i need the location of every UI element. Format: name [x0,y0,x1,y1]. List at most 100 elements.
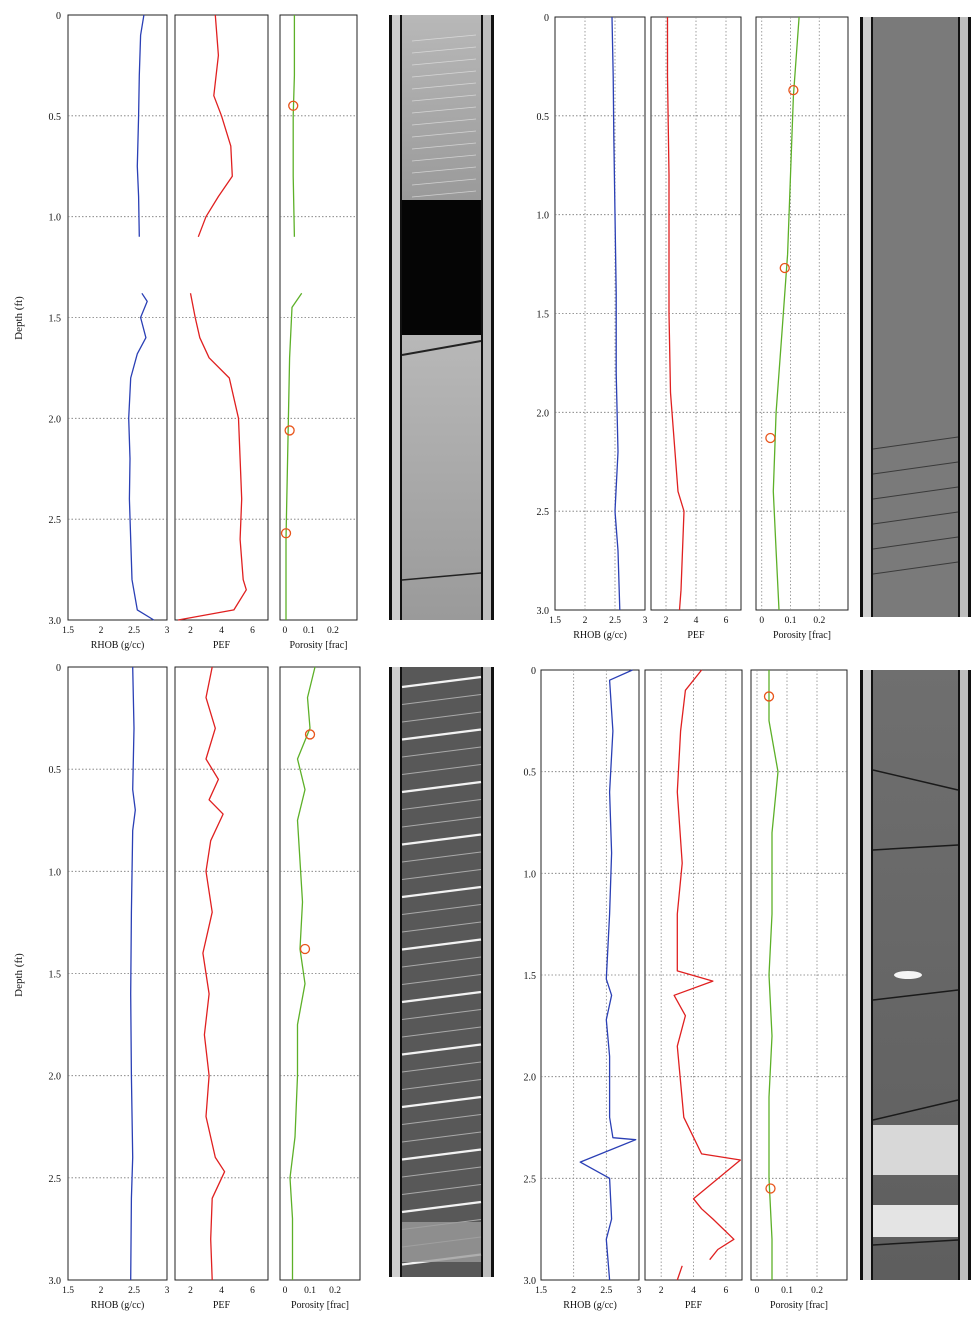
core-lamina [411,166,477,174]
depth-tick-label: 1.0 [537,211,550,222]
core-lamina [401,956,482,968]
depth-tick-label: 1.0 [49,213,62,224]
core-lamina [872,511,959,525]
core-lamina [401,1043,482,1056]
curve-segment [772,16,800,611]
depth-tick-label: 0.5 [524,768,537,779]
x-tick-label: 3 [637,1286,642,1296]
core-lamina [401,780,482,794]
depth-tick-label: 1.0 [49,867,62,878]
x-tick-label: 4 [219,1286,224,1296]
core-ct-image [860,670,971,1280]
core-lamina [401,869,482,880]
curve-segment [197,14,233,238]
core-lamina [411,106,477,114]
sample-marker [765,1183,776,1194]
track-frame [554,16,646,611]
core-ct-image [389,15,494,620]
x-tick-label: 4 [694,616,699,626]
x-tick-label: 0.1 [785,616,797,626]
x-tick-label: 6 [724,616,729,626]
depth-tick-label: 2.0 [524,1073,537,1084]
x-tick-label: 0.2 [329,1286,341,1296]
sample-marker [304,729,316,740]
core-lamina [411,178,477,186]
core-liner-right [960,17,968,617]
core-lamina [401,921,482,933]
core-clast [894,971,922,979]
core-liner-left [392,15,400,620]
track-0: 1.5 2 2.5 3 RHOB (g/cc) [62,14,170,651]
sample-marker [763,691,775,702]
depth-tick-label: 2.0 [49,1072,62,1083]
core-lamina [401,833,482,846]
core-lamina [401,1079,482,1090]
x-tick-label: 6 [250,626,255,636]
track-frame [750,669,848,1281]
core-lamina [411,82,477,90]
track-label: Porosity [frac] [289,640,347,651]
core-lamina [872,461,959,475]
core-gap [402,200,481,335]
core-lamina [401,816,482,828]
core-liner-right [960,670,968,1280]
x-tick-label: 2 [188,1286,193,1296]
core-lamina [401,1095,482,1109]
depth-tick-label: 2.5 [537,507,550,518]
curve-segment [611,16,621,611]
core-lamina [401,1148,482,1161]
track-label: PEF [685,1300,703,1311]
core-lamina [411,190,477,198]
track-label: Porosity [frac] [291,1300,349,1311]
core-lamina [411,46,477,54]
curve-segment [768,670,779,1280]
core-lamina [411,154,477,162]
track-2: 0 0.1 0.2 Porosity [frac] [750,669,848,1311]
core-lamina [401,746,482,758]
core-fracture [872,1239,959,1246]
core-liner-right [483,667,491,1277]
curve-segment [673,669,742,1261]
x-tick-label: 0 [282,626,287,636]
track-0: 1.5 2 2.5 3 RHOB (g/cc) [62,666,170,1311]
curve-segment [130,666,136,1281]
track-1: 2 4 6 PEF [174,14,269,651]
x-tick-label: 6 [723,1286,728,1296]
depth-tick-label: 0 [56,663,61,674]
curve-segment [676,1265,683,1281]
depth-tick-label: 2.5 [49,515,62,526]
curve-segment [177,293,247,621]
core-lamina [401,938,482,951]
core-lamina [401,728,482,741]
track-label: Porosity [frac] [773,630,831,641]
depth-tick-label: 0 [531,666,536,677]
curve-segment [136,14,145,237]
x-tick-label: 2 [664,616,669,626]
x-tick-label: 4 [691,1286,696,1296]
core-fracture [872,769,959,791]
x-tick-label: 6 [250,1286,255,1296]
core-lamina [411,142,477,150]
curve-segment [285,292,303,620]
depth-axis-label: Depth (ft) [13,296,25,340]
track-0: 1.5 2 2.5 3 RHOB (g/cc) [549,16,648,641]
x-tick-label: 2 [659,1286,664,1296]
sample-marker [288,100,299,111]
x-tick-label: 2.5 [609,616,621,626]
x-tick-label: 1.5 [549,616,561,626]
depth-tick-label: 2.0 [537,408,550,419]
x-tick-label: 0.2 [811,1286,823,1296]
x-tick-label: 0.1 [303,626,315,636]
core-lamina [411,94,477,102]
depth-tick-label: 2.0 [49,414,62,425]
x-tick-label: 1.5 [535,1286,547,1296]
core-lamina [401,851,482,863]
core-lamina [872,436,959,450]
curve-segment [128,292,155,621]
track-2: 0 0.1 0.2 Porosity [frac] [279,666,361,1311]
x-tick-label: 4 [219,626,224,636]
core-fracture [872,844,959,851]
log-panel-bottom-left: Depth (ft)00.51.01.52.02.53.01.5 2 2.5 3RHO… [13,663,494,1311]
